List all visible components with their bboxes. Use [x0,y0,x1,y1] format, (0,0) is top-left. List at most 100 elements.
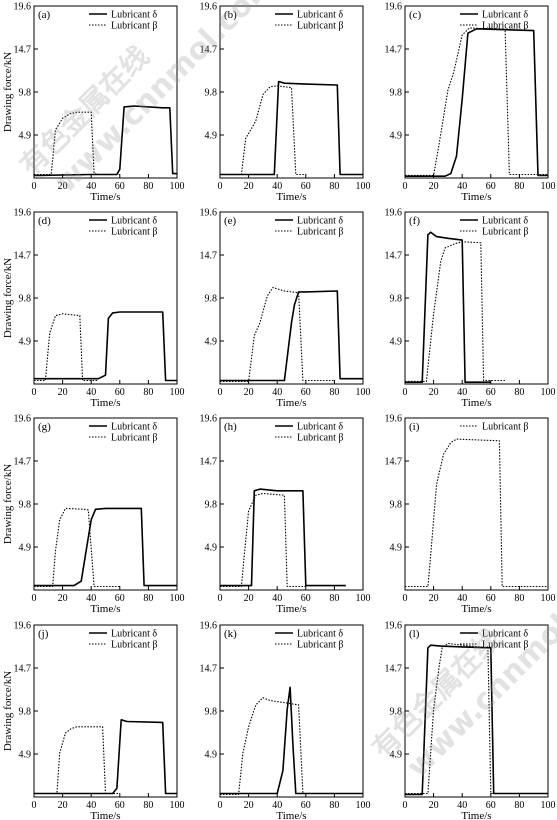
chart-panel: 0 20 40 60 80 100 4.9 9.8 14.7 19.6 (i) Time/s Lubri… [385,414,556,616]
series-line [220,686,363,795]
x-tick-label: 20 [429,387,439,398]
x-tick-label: 100 [541,181,556,192]
x-tick-label: 60 [301,593,311,604]
y-tick-label: 4.9 [19,543,32,554]
series-line [220,85,306,176]
x-tick-label: 20 [58,593,68,604]
y-tick-label: 19.6 [14,2,32,13]
x-tick-label: 40 [272,387,282,398]
y-tick-label: 14.7 [200,45,218,56]
x-axis-label: Time/s [461,810,491,820]
y-tick-label: 4.9 [390,131,403,142]
x-axis-label: Time/s [276,397,306,409]
legend-label: Lubricant δ [111,10,157,21]
x-tick-label: 60 [486,387,496,398]
x-tick-label: 80 [514,387,524,398]
y-tick-label: 4.9 [390,337,403,348]
chart-panel: 0 20 40 60 80 100 4.9 9.8 14.7 19.6 (l) Time/s Lubri… [385,621,556,820]
series-line [405,231,491,384]
series-line [405,27,548,177]
x-tick-label: 40 [272,800,282,811]
panel-label: (g) [38,421,51,433]
y-tick-label: 4.9 [205,131,218,142]
y-tick-label: 9.8 [19,500,32,511]
legend-label: Lubricant δ [297,629,343,640]
x-axis-label: Time/s [90,810,120,820]
y-tick-label: 4.9 [390,543,403,554]
series-line [34,311,177,382]
chart-panel: 0 20 40 60 80 100 4.9 9.8 14.7 19.6 (h) Time/s Lubri… [200,414,371,616]
panel-label: (c) [409,9,422,21]
y-tick-label: 14.7 [385,664,403,675]
panel-label: (i) [409,421,420,433]
panel-label: (l) [409,628,420,640]
y-tick-label: 19.6 [385,208,403,219]
x-tick-label: 20 [244,181,254,192]
x-axis-label: Time/s [90,191,120,203]
legend-label: Lubricant β [482,227,528,238]
x-tick-label: 40 [457,181,467,192]
x-tick-label: 80 [514,593,524,604]
series-line [34,507,120,588]
y-tick-label: 19.6 [14,414,32,425]
legend-label: Lubricant β [111,640,157,651]
chart-panel: 0 20 40 60 80 100 4.9 9.8 14.7 19.6 (a) Time/s Drawi… [2,2,185,204]
y-tick-label: 14.7 [14,457,32,468]
plot-frame [33,417,178,591]
y-tick-label: 4.9 [19,131,32,142]
legend-label: Lubricant β [297,433,343,444]
x-tick-label: 0 [403,181,408,192]
x-tick-label: 60 [486,181,496,192]
chart-panel: 0 20 40 60 80 100 4.9 9.8 14.7 19.6 (c) Time/s Lubri… [385,2,556,204]
plot-frame [219,211,364,385]
legend-label: Lubricant β [297,227,343,238]
x-tick-label: 0 [403,593,408,604]
panel-label: (j) [38,628,49,640]
legend-label: Lubricant δ [482,10,528,21]
x-tick-label: 20 [58,387,68,398]
x-tick-label: 100 [541,800,556,811]
y-tick-label: 14.7 [385,457,403,468]
plot-frame [219,417,364,591]
x-axis-label: Time/s [276,603,306,615]
y-tick-label: 14.7 [385,251,403,262]
y-tick-label: 14.7 [200,251,218,262]
legend-label: Lubricant β [482,21,528,32]
x-tick-label: 20 [244,800,254,811]
x-tick-label: 80 [329,387,339,398]
series-line [34,507,177,587]
legend-label: Lubricant δ [482,216,528,227]
y-tick-label: 9.8 [19,88,32,99]
x-tick-label: 60 [486,593,496,604]
x-tick-label: 40 [457,593,467,604]
x-tick-label: 20 [244,593,254,604]
legend-label: Lubricant β [111,21,157,32]
legend-label: Lubricant β [111,227,157,238]
series-line [34,313,99,382]
x-tick-label: 80 [329,800,339,811]
x-tick-label: 80 [143,181,153,192]
x-tick-label: 80 [329,593,339,604]
legend-label: Lubricant δ [482,629,528,640]
x-tick-label: 100 [170,800,185,811]
x-tick-label: 40 [86,387,96,398]
x-tick-label: 0 [218,387,223,398]
x-tick-label: 40 [86,593,96,604]
y-tick-label: 9.8 [390,294,403,305]
panel-label: (a) [38,9,51,21]
y-tick-label: 9.8 [205,88,218,99]
x-tick-label: 0 [403,800,408,811]
x-tick-label: 60 [115,800,125,811]
legend-label: Lubricant β [111,433,157,444]
y-tick-label: 4.9 [205,337,218,348]
series-line [405,27,548,176]
series-line [405,438,548,588]
series-line [220,286,335,382]
y-tick-label: 19.6 [200,2,218,13]
series-line [220,290,363,382]
x-tick-label: 20 [429,800,439,811]
y-tick-label: 14.7 [14,45,32,56]
plot-frame [404,5,549,179]
chart-panel: 0 20 40 60 80 100 4.9 9.8 14.7 19.6 (d) Time/s Drawi… [2,208,185,410]
